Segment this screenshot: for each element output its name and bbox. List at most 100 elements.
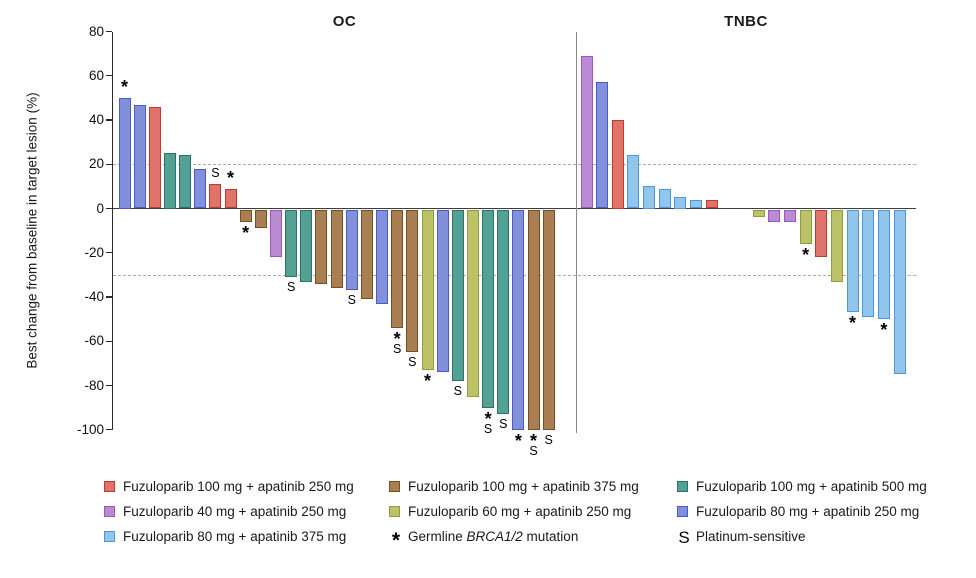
legend-label: Fuzuloparib 80 mg + apatinib 250 mg xyxy=(696,504,920,519)
bar xyxy=(436,209,449,373)
bar xyxy=(376,209,389,304)
panel-title-tnbc: TNBC xyxy=(724,13,768,30)
bar xyxy=(690,199,703,209)
legend-label-part: Platinum-sensitive xyxy=(696,529,806,544)
bar xyxy=(118,97,131,209)
y-tick-mark xyxy=(105,30,112,33)
y-tick-label: -20 xyxy=(84,244,104,260)
bar xyxy=(627,155,640,209)
legend-label: Fuzuloparib 100 mg + apatinib 375 mg xyxy=(408,479,639,494)
platinum-legend-symbol: S xyxy=(678,528,690,547)
legend-swatch xyxy=(389,506,400,517)
bar xyxy=(542,209,555,430)
bar xyxy=(466,209,479,397)
bar xyxy=(300,209,313,282)
y-tick-mark xyxy=(105,429,112,431)
panel-title-oc: OC xyxy=(332,13,357,30)
legend-swatch xyxy=(677,506,688,517)
bar xyxy=(799,209,812,244)
y-tick-mark xyxy=(105,207,112,210)
panel-separator xyxy=(576,31,578,433)
legend-label-part: mutation xyxy=(522,529,579,544)
brca-mutation-mark: * xyxy=(393,328,401,349)
y-tick-label: 80 xyxy=(88,23,104,39)
platinum-sensitive-mark: S xyxy=(544,432,553,447)
legend-label: Germline BRCA1/2 mutation xyxy=(408,529,578,544)
brca-legend-symbol: * xyxy=(391,529,401,552)
bar xyxy=(406,209,419,353)
bar xyxy=(752,209,765,218)
y-axis-line xyxy=(111,31,113,430)
platinum-sensitive-mark: S xyxy=(529,443,538,458)
bar xyxy=(783,209,796,222)
brca-mutation-mark: * xyxy=(514,430,522,451)
legend-label: Fuzuloparib 60 mg + apatinib 250 mg xyxy=(408,504,632,519)
legend-label: Fuzuloparib 100 mg + apatinib 500 mg xyxy=(696,479,927,494)
legend-swatch xyxy=(389,481,400,492)
bar xyxy=(482,209,495,408)
bar xyxy=(391,209,404,328)
bar xyxy=(285,209,298,278)
legend-swatch xyxy=(677,481,688,492)
y-tick-mark xyxy=(105,163,112,165)
bar xyxy=(768,209,781,222)
brca-mutation-mark: * xyxy=(849,313,857,334)
bar xyxy=(315,209,328,284)
bar xyxy=(345,209,358,291)
bar xyxy=(451,209,464,382)
bar xyxy=(421,209,434,370)
zero-baseline xyxy=(113,207,916,210)
bar xyxy=(705,199,718,209)
y-tick-label: 40 xyxy=(88,112,104,127)
bar xyxy=(674,197,687,209)
bar xyxy=(830,209,843,282)
bar xyxy=(163,153,176,209)
legend-label: Fuzuloparib 80 mg + apatinib 375 mg xyxy=(123,529,347,544)
reference-line xyxy=(113,164,916,166)
bar xyxy=(580,55,593,209)
bar xyxy=(254,209,267,229)
platinum-sensitive-mark: S xyxy=(453,384,462,399)
bar xyxy=(224,188,237,209)
y-tick-mark xyxy=(105,75,112,77)
y-tick-label: -100 xyxy=(76,421,104,437)
y-tick-label: -60 xyxy=(84,333,104,349)
y-tick-mark xyxy=(105,340,112,342)
platinum-sensitive-mark: S xyxy=(408,355,417,370)
bar xyxy=(658,188,671,209)
legend-label: Fuzuloparib 40 mg + apatinib 250 mg xyxy=(123,504,347,519)
brca-mutation-mark: * xyxy=(484,408,492,429)
bar xyxy=(815,209,828,258)
brca-mutation-mark: * xyxy=(880,320,888,341)
brca-mutation-mark: * xyxy=(227,167,235,188)
platinum-sensitive-mark: S xyxy=(499,417,508,432)
y-tick-label: 0 xyxy=(96,200,104,216)
y-tick-label: -40 xyxy=(84,289,104,304)
y-tick-label: 20 xyxy=(88,156,104,172)
legend-label-part: Germline xyxy=(408,529,467,544)
y-tick-mark xyxy=(105,296,112,298)
bar xyxy=(209,184,222,209)
bar xyxy=(512,209,525,430)
platinum-sensitive-mark: S xyxy=(393,341,402,356)
brca-mutation-mark: * xyxy=(120,76,128,97)
bar xyxy=(643,186,656,209)
brca-mutation-mark: * xyxy=(242,222,250,243)
platinum-sensitive-mark: S xyxy=(211,166,220,181)
bar xyxy=(239,209,252,222)
y-tick-label: -80 xyxy=(84,377,104,393)
bar xyxy=(893,209,906,375)
bar xyxy=(527,209,540,430)
bar xyxy=(497,209,510,415)
y-tick-mark xyxy=(105,119,112,121)
legend-swatch xyxy=(104,481,115,492)
bar xyxy=(194,168,207,209)
bar xyxy=(877,209,890,320)
platinum-sensitive-mark: S xyxy=(347,293,356,308)
legend-swatch xyxy=(104,531,115,542)
y-axis-label: Best change from baseline in target lesi… xyxy=(24,92,40,369)
bar xyxy=(270,209,282,258)
bar xyxy=(360,209,373,300)
legend-swatch xyxy=(104,506,115,517)
